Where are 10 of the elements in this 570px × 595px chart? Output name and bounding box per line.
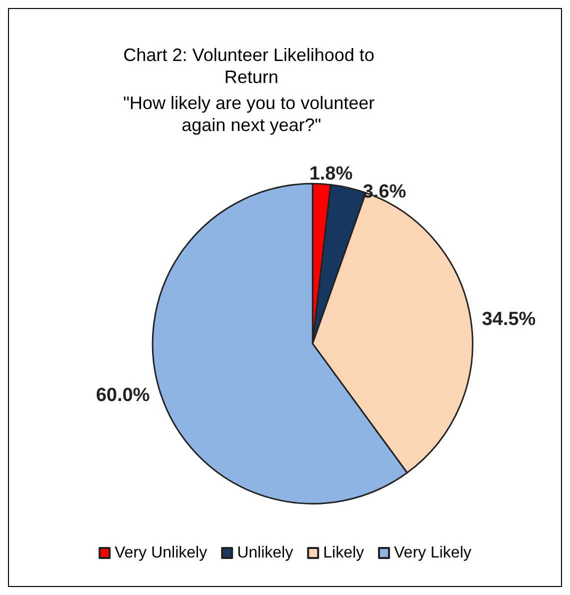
- chart-title: Chart 2: Volunteer Likelihood to Return: [123, 45, 380, 87]
- data-label: 34.5%: [482, 308, 536, 330]
- legend-label: Very Likely: [394, 544, 472, 562]
- data-label: 3.6%: [362, 181, 406, 202]
- legend-label: Likely: [323, 544, 364, 562]
- legend-label: Unlikely: [237, 544, 294, 562]
- legend-label: Very Unlikely: [114, 544, 208, 562]
- data-label: 60.0%: [96, 384, 150, 406]
- chart-subtitle: "How likely are you to volunteer again next year?": [123, 93, 380, 135]
- data-label: 1.8%: [309, 163, 353, 184]
